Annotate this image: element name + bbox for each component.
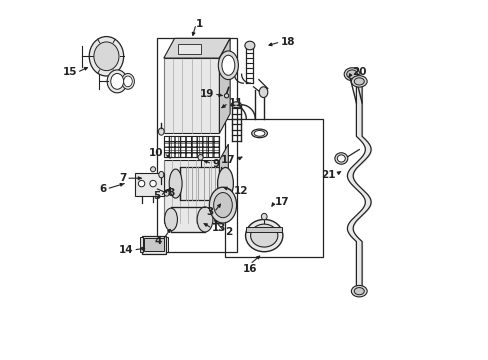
Ellipse shape	[218, 51, 238, 80]
Ellipse shape	[164, 190, 169, 196]
PathPatch shape	[219, 144, 228, 223]
Text: 5: 5	[153, 191, 160, 201]
Bar	[163, 136, 219, 157]
Text: 4: 4	[154, 236, 162, 246]
Text: 11: 11	[228, 98, 243, 108]
Ellipse shape	[353, 78, 364, 85]
Text: 12: 12	[233, 186, 248, 196]
Text: 9: 9	[212, 159, 219, 169]
Bar	[165, 237, 168, 252]
Text: 19: 19	[199, 89, 214, 99]
Text: 21: 21	[321, 170, 335, 180]
Bar	[171, 207, 204, 232]
Ellipse shape	[169, 169, 182, 198]
Ellipse shape	[351, 76, 366, 87]
Text: 18: 18	[280, 37, 294, 47]
Ellipse shape	[213, 193, 232, 218]
Ellipse shape	[231, 102, 241, 108]
Text: 10: 10	[149, 148, 163, 158]
Text: 16: 16	[242, 264, 257, 274]
Text: 13: 13	[212, 224, 226, 233]
Ellipse shape	[351, 285, 366, 297]
PathPatch shape	[163, 39, 230, 58]
Text: 20: 20	[351, 67, 366, 77]
Ellipse shape	[261, 213, 266, 220]
Text: 7: 7	[119, 173, 126, 183]
Bar	[140, 237, 142, 252]
Ellipse shape	[138, 180, 144, 187]
Ellipse shape	[259, 87, 267, 98]
Text: 17: 17	[274, 197, 289, 207]
Bar	[163, 160, 219, 223]
Text: 17: 17	[221, 155, 235, 165]
Text: 6: 6	[99, 184, 106, 194]
Ellipse shape	[149, 180, 156, 187]
Ellipse shape	[245, 220, 282, 252]
Ellipse shape	[217, 167, 233, 200]
Bar	[224, 119, 323, 257]
Ellipse shape	[251, 129, 267, 138]
Text: 3: 3	[206, 207, 214, 217]
Ellipse shape	[164, 208, 177, 231]
Text: 15: 15	[62, 67, 77, 77]
Bar	[135, 173, 163, 196]
Bar	[246, 227, 282, 231]
Ellipse shape	[244, 41, 254, 50]
Bar	[163, 58, 219, 134]
Bar	[144, 238, 163, 251]
Ellipse shape	[198, 154, 203, 160]
Ellipse shape	[197, 207, 212, 232]
Bar	[163, 136, 219, 157]
Ellipse shape	[225, 201, 230, 207]
PathPatch shape	[219, 39, 230, 134]
Bar	[178, 44, 201, 54]
Ellipse shape	[123, 76, 132, 87]
Bar	[180, 167, 221, 200]
Ellipse shape	[110, 73, 123, 89]
Ellipse shape	[159, 171, 163, 178]
Ellipse shape	[107, 70, 127, 93]
Text: 14: 14	[119, 245, 133, 255]
Ellipse shape	[344, 68, 359, 81]
Ellipse shape	[222, 55, 234, 75]
Ellipse shape	[150, 167, 155, 172]
Ellipse shape	[254, 131, 264, 136]
Text: 1: 1	[196, 19, 203, 29]
Ellipse shape	[158, 128, 164, 135]
Bar	[142, 235, 165, 253]
Ellipse shape	[209, 187, 236, 223]
Ellipse shape	[346, 70, 357, 78]
Ellipse shape	[334, 153, 347, 164]
Ellipse shape	[353, 288, 364, 295]
Text: 8: 8	[167, 188, 174, 198]
Ellipse shape	[224, 94, 228, 98]
Text: 2: 2	[224, 227, 231, 237]
Ellipse shape	[89, 37, 123, 76]
Ellipse shape	[121, 73, 134, 89]
Ellipse shape	[250, 224, 277, 247]
Ellipse shape	[94, 42, 119, 71]
Ellipse shape	[337, 155, 345, 162]
Bar	[156, 39, 237, 252]
